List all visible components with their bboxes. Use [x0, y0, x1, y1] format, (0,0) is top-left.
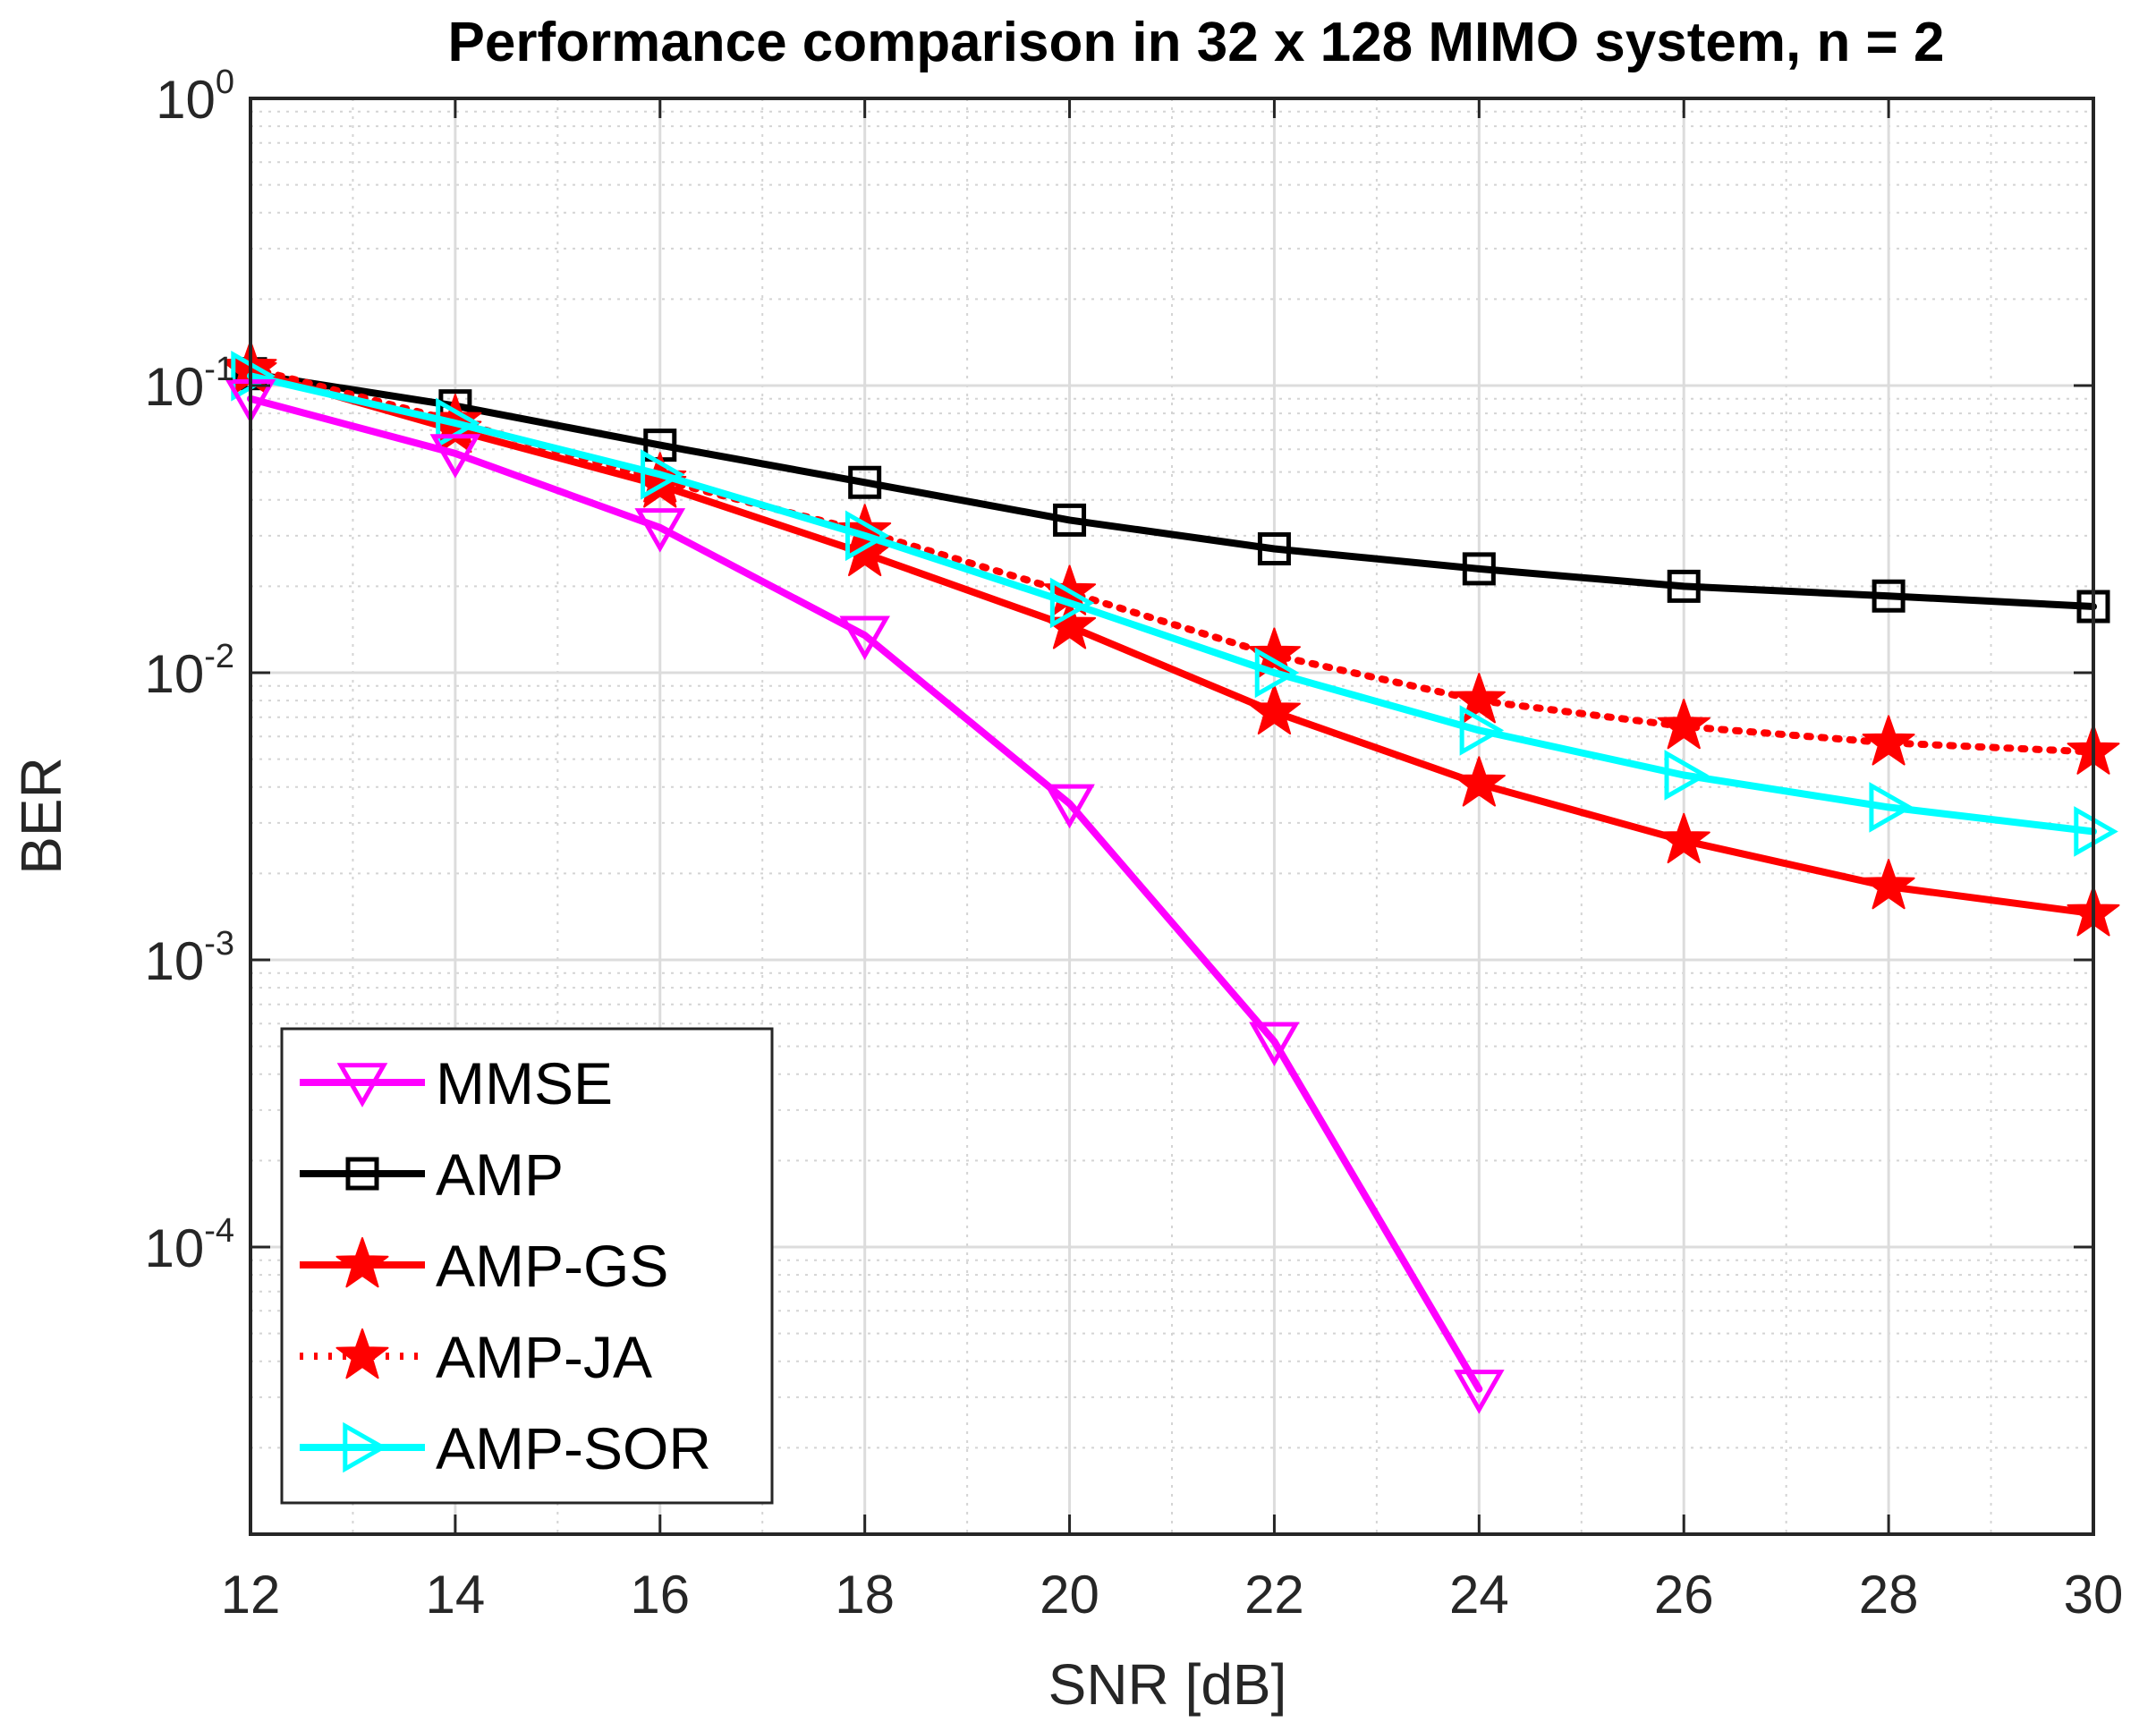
x-tick-label: 18 [835, 1565, 895, 1625]
data-point-mmse [1454, 1370, 1505, 1414]
legend-label: AMP-GS [436, 1233, 668, 1299]
legend-marker-mmse [336, 1063, 388, 1107]
data-point-amp-ja [1247, 627, 1301, 678]
legend-label: AMP-JA [436, 1324, 652, 1390]
x-tick-label: 30 [2064, 1565, 2124, 1625]
legend: MMSE AMP AMP-GS AMP-JA AMP-SOR [280, 1027, 774, 1505]
y-tick-label: 10-1 [144, 351, 234, 417]
legend-item-amp-ja: AMP-JA [300, 1324, 652, 1390]
y-tick-exponent: -2 [204, 638, 234, 675]
data-point-mmse [1044, 784, 1095, 829]
data-point-amp-sor [1869, 782, 1914, 833]
data-point-mmse [1249, 1022, 1300, 1067]
x-tick-label: 20 [1040, 1565, 1099, 1625]
data-point-mmse [429, 434, 481, 479]
data-point-amp-sor [641, 449, 685, 500]
data-point-amp-ja [1862, 715, 1915, 766]
data-point-amp [848, 465, 882, 499]
series-line-amp [247, 369, 2097, 610]
x-tick-label: 22 [1244, 1565, 1304, 1625]
legend-item-amp-sor: AMP-SOR [300, 1415, 711, 1481]
y-tick-exponent: -4 [204, 1212, 234, 1250]
y-tick-base: 10 [144, 644, 204, 704]
data-point-amp-sor [1254, 647, 1300, 699]
legend-marker-amp-ja [335, 1328, 389, 1379]
data-point-amp-gs [1862, 859, 1915, 910]
data-point-amp [1872, 579, 1906, 613]
y-tick-exponent: -1 [204, 351, 234, 388]
data-point-amp-sor [436, 397, 480, 449]
series-line-amp-gs [247, 368, 2097, 918]
x-axis-label: SNR [dB] [1048, 1652, 1287, 1717]
x-tick-label: 28 [1859, 1565, 1919, 1625]
y-tick-label: 10-2 [144, 638, 234, 704]
y-tick-base: 10 [144, 1218, 204, 1278]
y-tick-label: 100 [156, 64, 234, 130]
y-tick-exponent: -3 [204, 925, 234, 963]
legend-item-mmse: MMSE [300, 1050, 613, 1116]
data-point-mmse [634, 508, 686, 553]
legend-label: MMSE [436, 1050, 613, 1116]
legend-marker-amp-gs [335, 1237, 389, 1288]
x-tick-label: 12 [221, 1565, 281, 1625]
data-point-amp-sor [1664, 750, 1710, 801]
data-point-amp [1462, 552, 1496, 586]
series-line-mmse [247, 395, 1483, 1393]
data-point-amp-gs [1247, 683, 1301, 735]
y-tick-label: 10-4 [144, 1212, 234, 1278]
data-point-amp-ja [1452, 673, 1506, 724]
legend-marker-amp-sor [343, 1421, 387, 1473]
series-line-amp-sor [247, 372, 2097, 836]
legend-marker-amp [345, 1157, 379, 1191]
legend-label: AMP [436, 1141, 564, 1208]
y-tick-exponent: 0 [216, 64, 234, 101]
legend-item-amp: AMP [300, 1141, 564, 1208]
data-point-amp [1053, 503, 1087, 537]
y-axis-label: BER [9, 757, 73, 875]
legend-label: AMP-SOR [436, 1415, 711, 1481]
y-tick-label: 10-3 [144, 925, 234, 991]
data-point-amp-sor [1049, 577, 1095, 629]
y-tick-base: 10 [144, 931, 204, 991]
chart-title: Performance comparison in 32 x 128 MIMO … [448, 12, 1945, 73]
x-tick-label: 14 [426, 1565, 486, 1625]
data-point-amp-ja [1657, 699, 1710, 750]
data-point-amp [1667, 569, 1701, 603]
plot-area-frame [249, 97, 2095, 1536]
data-point-amp [1257, 532, 1291, 566]
x-tick-label: 26 [1654, 1565, 1714, 1625]
legend-item-amp-gs: AMP-GS [300, 1233, 668, 1299]
data-point-mmse [839, 615, 890, 661]
x-tick-label: 24 [1449, 1565, 1509, 1625]
y-tick-base: 10 [144, 357, 204, 417]
data-point-amp-sor [1459, 705, 1505, 756]
data-point-amp-gs [1452, 756, 1506, 807]
series-mmse [225, 378, 1505, 1414]
y-tick-base: 10 [156, 70, 216, 130]
data-point-amp-gs [1657, 812, 1710, 864]
x-tick-label: 16 [630, 1565, 690, 1625]
data-point-amp-sor [845, 510, 890, 562]
